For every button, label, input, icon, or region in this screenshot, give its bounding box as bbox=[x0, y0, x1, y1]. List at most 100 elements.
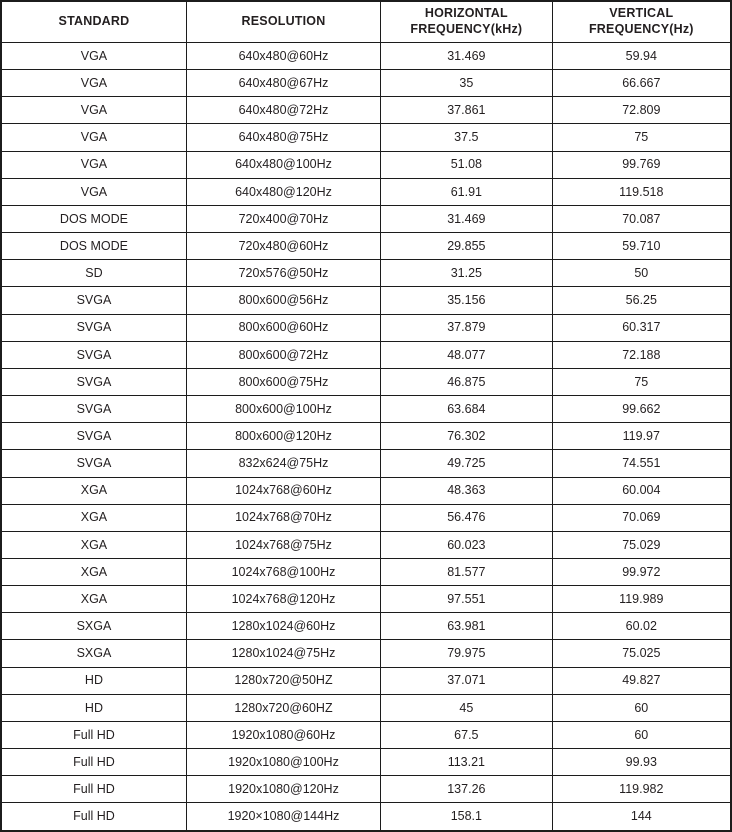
resolution-cell: 1280x1024@60Hz bbox=[185, 612, 382, 641]
table-row: VGA 640x480@60Hz 31.469 59.94 bbox=[0, 41, 732, 71]
horizontal-frequency-cell: 37.879 bbox=[380, 313, 553, 342]
resolution-cell: 640x480@67Hz bbox=[185, 69, 382, 98]
horizontal-frequency-cell: 35 bbox=[380, 69, 553, 98]
resolution-cell: 1280x1024@75Hz bbox=[185, 639, 382, 668]
resolution-cell: 720x576@50Hz bbox=[185, 259, 382, 288]
horizontal-frequency-cell: 81.577 bbox=[380, 557, 553, 587]
vertical-frequency-cell: 75.025 bbox=[551, 639, 732, 668]
vertical-frequency-cell: 60.004 bbox=[551, 476, 732, 505]
standard-cell: SVGA bbox=[0, 395, 187, 424]
standard-cell: SD bbox=[0, 259, 187, 288]
horizontal-frequency-cell: 61.91 bbox=[380, 177, 553, 206]
vertical-frequency-cell: 72.809 bbox=[551, 96, 732, 125]
standard-cell: SVGA bbox=[0, 286, 187, 315]
table-row: VGA 640x480@67Hz 35 66.667 bbox=[0, 69, 732, 98]
resolution-cell: 800x600@72Hz bbox=[185, 340, 382, 369]
resolution-cell: 640x480@60Hz bbox=[185, 41, 382, 71]
standard-cell: VGA bbox=[0, 150, 187, 179]
resolution-cell: 1024x768@60Hz bbox=[185, 476, 382, 505]
standard-cell: XGA bbox=[0, 476, 187, 505]
table-row: SVGA 832x624@75Hz 49.725 74.551 bbox=[0, 449, 732, 478]
table-body: VGA 640x480@60Hz 31.469 59.94 VGA 640x480@67H… bbox=[0, 41, 732, 832]
resolution-cell: 1920×1080@144Hz bbox=[185, 802, 382, 832]
table-row: SVGA 800x600@75Hz 46.875 75 bbox=[0, 367, 732, 397]
standard-cell: SVGA bbox=[0, 313, 187, 342]
horizontal-frequency-cell: 76.302 bbox=[380, 422, 553, 451]
horizontal-frequency-cell: 67.5 bbox=[380, 720, 553, 750]
resolution-cell: 832x624@75Hz bbox=[185, 449, 382, 478]
vertical-frequency-cell: 75.029 bbox=[551, 530, 732, 559]
table-row: XGA 1024x768@75Hz 60.023 75.029 bbox=[0, 530, 732, 559]
horizontal-frequency-cell: 37.861 bbox=[380, 96, 553, 125]
resolution-cell: 720x480@60Hz bbox=[185, 232, 382, 261]
vertical-frequency-cell: 56.25 bbox=[551, 286, 732, 315]
vertical-frequency-cell: 60.02 bbox=[551, 612, 732, 641]
vertical-frequency-cell: 59.710 bbox=[551, 232, 732, 261]
vertical-frequency-cell: 59.94 bbox=[551, 41, 732, 71]
standard-cell: VGA bbox=[0, 177, 187, 206]
horizontal-frequency-cell: 97.551 bbox=[380, 585, 553, 614]
vertical-frequency-cell: 99.93 bbox=[551, 748, 732, 777]
table-row: HD 1280x720@60HZ 45 60 bbox=[0, 693, 732, 722]
vertical-frequency-cell: 99.662 bbox=[551, 395, 732, 424]
standard-cell: VGA bbox=[0, 123, 187, 152]
table-row: SVGA 800x600@56Hz 35.156 56.25 bbox=[0, 286, 732, 315]
table-row: DOS MODE 720x400@70Hz 31.469 70.087 bbox=[0, 204, 732, 234]
horizontal-frequency-cell: 113.21 bbox=[380, 748, 553, 777]
vertical-frequency-cell: 144 bbox=[551, 802, 732, 832]
vertical-frequency-cell: 70.087 bbox=[551, 204, 732, 234]
vertical-frequency-cell: 49.827 bbox=[551, 666, 732, 695]
table-row: Full HD 1920x1080@120Hz 137.26 119.982 bbox=[0, 775, 732, 804]
resolution-cell: 800x600@120Hz bbox=[185, 422, 382, 451]
standard-cell: SVGA bbox=[0, 422, 187, 451]
horizontal-frequency-cell: 48.077 bbox=[380, 340, 553, 369]
column-header-horizontal-frequency: HORIZONTAL FREQUENCY(kHz) bbox=[380, 0, 553, 43]
horizontal-frequency-cell: 29.855 bbox=[380, 232, 553, 261]
standard-cell: XGA bbox=[0, 530, 187, 559]
table-row: DOS MODE 720x480@60Hz 29.855 59.710 bbox=[0, 232, 732, 261]
table-header: STANDARD RESOLUTION HORIZONTAL FREQUENCY… bbox=[0, 0, 732, 43]
vertical-frequency-cell: 60.317 bbox=[551, 313, 732, 342]
standard-cell: SVGA bbox=[0, 449, 187, 478]
vertical-frequency-cell: 119.989 bbox=[551, 585, 732, 614]
vertical-frequency-cell: 119.97 bbox=[551, 422, 732, 451]
standard-cell: VGA bbox=[0, 69, 187, 98]
table-row: XGA 1024x768@60Hz 48.363 60.004 bbox=[0, 476, 732, 505]
table-row: SVGA 800x600@72Hz 48.077 72.188 bbox=[0, 340, 732, 369]
vertical-frequency-cell: 99.972 bbox=[551, 557, 732, 587]
standard-cell: HD bbox=[0, 693, 187, 722]
vertical-frequency-cell: 50 bbox=[551, 259, 732, 288]
horizontal-frequency-cell: 137.26 bbox=[380, 775, 553, 804]
resolution-cell: 1920x1080@60Hz bbox=[185, 720, 382, 750]
table-row: VGA 640x480@72Hz 37.861 72.809 bbox=[0, 96, 732, 125]
horizontal-frequency-cell: 63.981 bbox=[380, 612, 553, 641]
table-row: SVGA 800x600@60Hz 37.879 60.317 bbox=[0, 313, 732, 342]
table-row: XGA 1024x768@70Hz 56.476 70.069 bbox=[0, 503, 732, 532]
standard-cell: Full HD bbox=[0, 775, 187, 804]
horizontal-frequency-cell: 45 bbox=[380, 693, 553, 722]
table-row: SD 720x576@50Hz 31.25 50 bbox=[0, 259, 732, 288]
horizontal-frequency-cell: 37.071 bbox=[380, 666, 553, 695]
standard-cell: Full HD bbox=[0, 802, 187, 832]
resolution-cell: 1024x768@75Hz bbox=[185, 530, 382, 559]
resolution-cell: 1024x768@100Hz bbox=[185, 557, 382, 587]
resolution-cell: 640x480@75Hz bbox=[185, 123, 382, 152]
table-row: Full HD 1920x1080@60Hz 67.5 60 bbox=[0, 720, 732, 750]
vertical-frequency-cell: 70.069 bbox=[551, 503, 732, 532]
vertical-frequency-cell: 66.667 bbox=[551, 69, 732, 98]
vertical-frequency-cell: 99.769 bbox=[551, 150, 732, 179]
table-row: SXGA 1280x1024@75Hz 79.975 75.025 bbox=[0, 639, 732, 668]
table-row: SXGA 1280x1024@60Hz 63.981 60.02 bbox=[0, 612, 732, 641]
resolution-cell: 640x480@120Hz bbox=[185, 177, 382, 206]
resolution-cell: 1920x1080@120Hz bbox=[185, 775, 382, 804]
horizontal-frequency-cell: 56.476 bbox=[380, 503, 553, 532]
resolution-cell: 800x600@60Hz bbox=[185, 313, 382, 342]
standard-cell: SXGA bbox=[0, 639, 187, 668]
table-row: XGA 1024x768@100Hz 81.577 99.972 bbox=[0, 557, 732, 587]
horizontal-frequency-cell: 31.25 bbox=[380, 259, 553, 288]
standard-cell: XGA bbox=[0, 557, 187, 587]
table-row: Full HD 1920×1080@144Hz 158.1 144 bbox=[0, 802, 732, 832]
standard-cell: SVGA bbox=[0, 340, 187, 369]
